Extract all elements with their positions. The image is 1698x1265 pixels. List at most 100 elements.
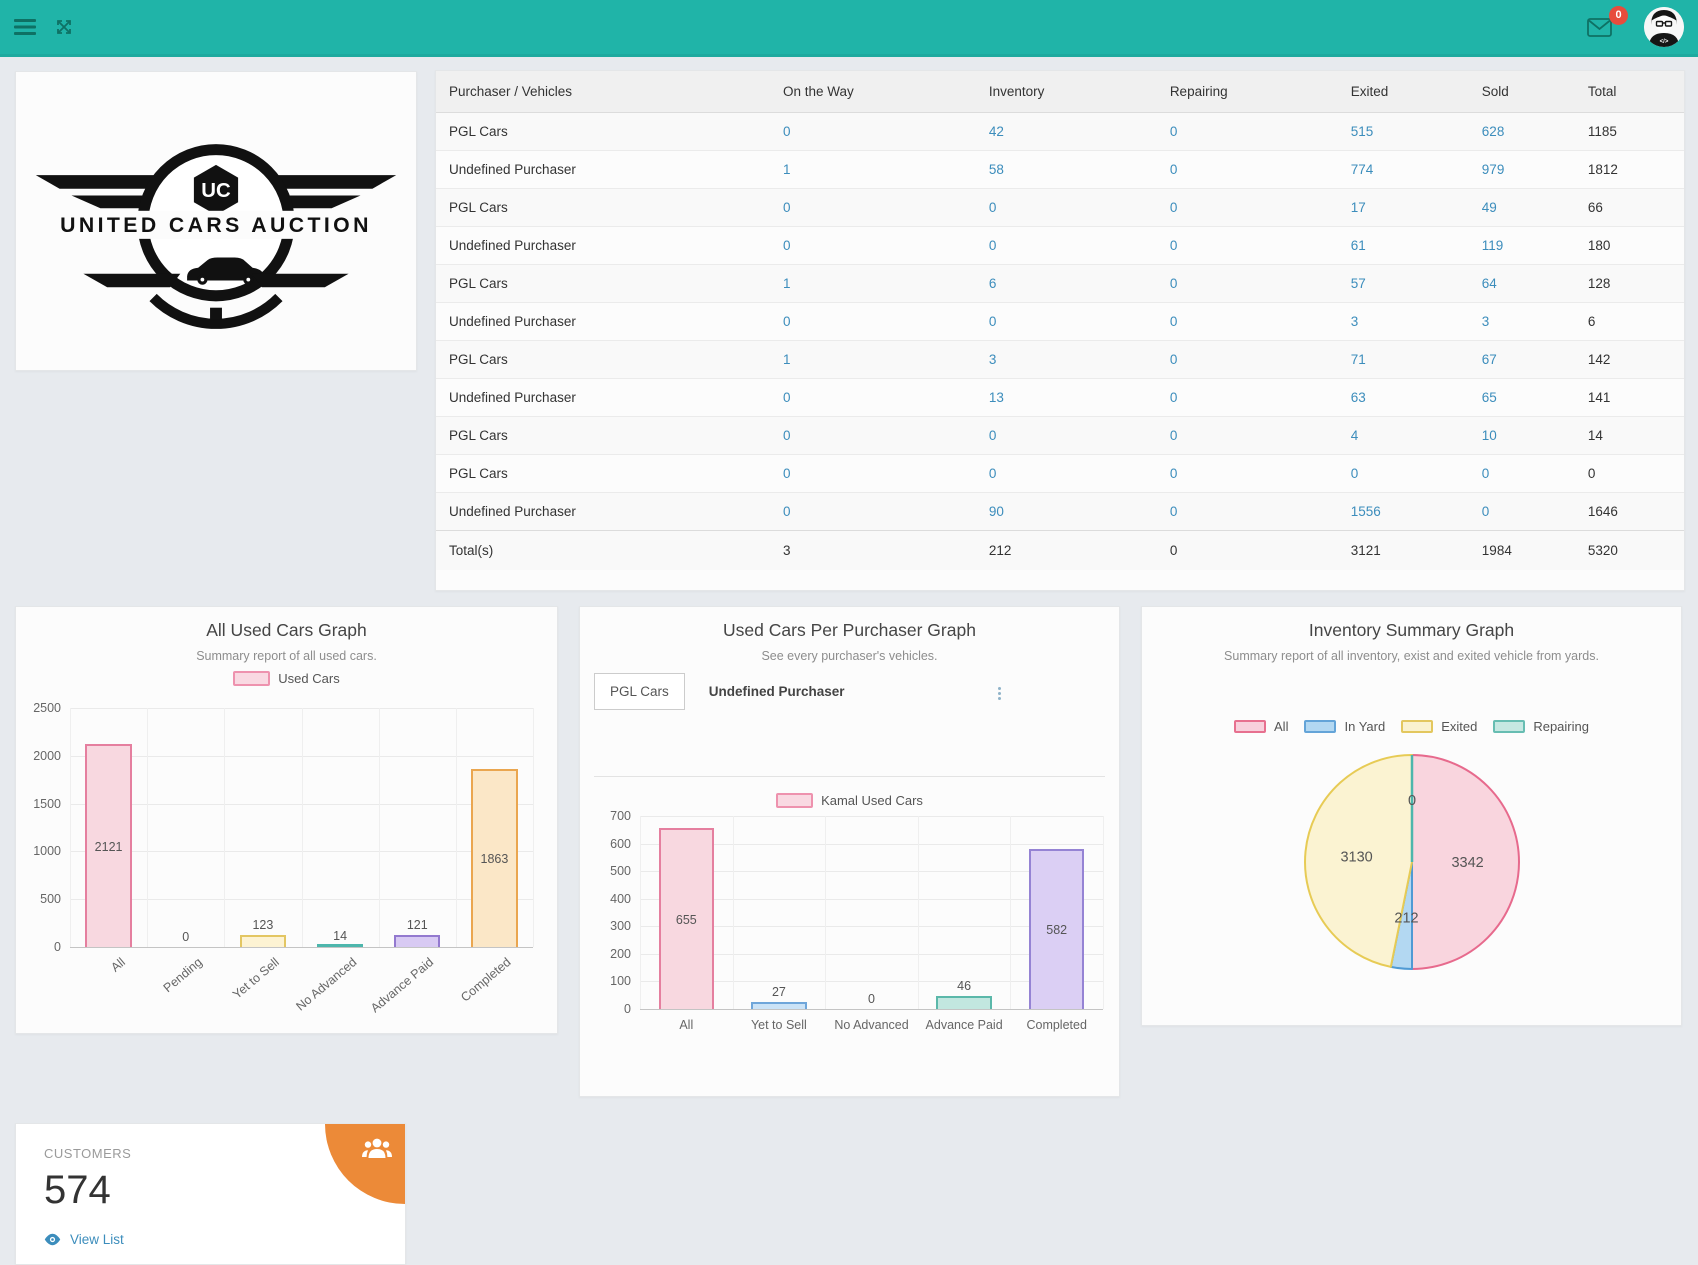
pie-value-label: 3342 bbox=[1451, 855, 1483, 871]
united-cars-auction-logo: UC UNITED CARS AUCTION bbox=[35, 144, 397, 329]
all-used-cars-panel: All Used Cars Graph Summary report of al… bbox=[15, 606, 558, 1034]
row-total: 6 bbox=[1577, 302, 1684, 341]
vehicle-count-link[interactable]: 515 bbox=[1350, 124, 1374, 139]
vehicle-count-link[interactable]: 0 bbox=[1169, 124, 1178, 139]
vehicle-count-link[interactable]: 0 bbox=[1169, 390, 1178, 405]
vehicle-count-link[interactable]: 90 bbox=[988, 504, 1004, 519]
all-used-cars-bar-chart: 0 500 1000 1500 2000 2500 2121 All 0 Pending 123 Ye… bbox=[33, 701, 534, 1015]
y-tick: 2500 bbox=[33, 701, 61, 715]
table-row: PGL Cars 0 0 0 17 49 66 bbox=[436, 188, 1684, 227]
vehicle-count-link[interactable]: 0 bbox=[782, 466, 791, 481]
vehicle-count-link[interactable]: 0 bbox=[1481, 466, 1490, 481]
vehicle-count-link[interactable]: 0 bbox=[1169, 276, 1178, 291]
vehicle-count-link[interactable]: 49 bbox=[1481, 200, 1497, 215]
vehicle-count-link[interactable]: 0 bbox=[1169, 504, 1178, 519]
vehicle-count-link[interactable]: 1 bbox=[782, 162, 791, 177]
vehicle-count-link[interactable]: 6 bbox=[988, 276, 997, 291]
bar-completed bbox=[471, 768, 518, 947]
top-navbar: 0 </> bbox=[0, 0, 1698, 57]
vehicle-count-link[interactable]: 0 bbox=[782, 238, 791, 253]
svg-text:</>: </> bbox=[1660, 39, 1669, 45]
vehicle-count-link[interactable]: 0 bbox=[1350, 466, 1359, 481]
vehicle-count-link[interactable]: 57 bbox=[1350, 276, 1366, 291]
vehicle-count-link[interactable]: 774 bbox=[1350, 162, 1374, 177]
gridline bbox=[640, 816, 1103, 817]
vehicle-count-link[interactable]: 0 bbox=[1169, 314, 1178, 329]
table-row: PGL Cars 1 6 0 57 64 128 bbox=[436, 264, 1684, 303]
vehicle-count-link[interactable]: 119 bbox=[1481, 238, 1504, 253]
vehicle-count-link[interactable]: 0 bbox=[988, 466, 997, 481]
vehicle-count-link[interactable]: 1556 bbox=[1350, 504, 1381, 519]
vehicle-count-link[interactable]: 64 bbox=[1481, 276, 1497, 291]
vehicle-count-link[interactable]: 0 bbox=[1481, 504, 1490, 519]
legend-item-in-yard: In Yard bbox=[1304, 719, 1385, 734]
hamburger-menu-icon[interactable] bbox=[14, 18, 36, 36]
bar-advance-paid bbox=[936, 996, 992, 1009]
x-tick: No Advanced bbox=[834, 1018, 909, 1032]
vehicle-count-link[interactable]: 3 bbox=[1481, 314, 1490, 329]
vehicle-count-link[interactable]: 0 bbox=[988, 200, 997, 215]
vehicle-count-link[interactable]: 13 bbox=[988, 390, 1004, 405]
vehicle-count-link[interactable]: 0 bbox=[782, 390, 791, 405]
table-row: PGL Cars 0 42 0 515 628 1185 bbox=[436, 112, 1684, 151]
chart-subtitle: Summary report of all used cars. bbox=[196, 649, 377, 663]
column-header-on-the-way: On the Way bbox=[772, 71, 979, 113]
vehicle-count-link[interactable]: 0 bbox=[988, 314, 997, 329]
vehicle-count-link[interactable]: 1 bbox=[782, 352, 791, 367]
x-tick: Pending bbox=[160, 955, 205, 996]
totals-value: 212 bbox=[978, 530, 1160, 570]
vehicle-count-link[interactable]: 61 bbox=[1350, 238, 1366, 253]
vehicle-count-link[interactable]: 0 bbox=[1169, 200, 1178, 215]
tab-pgl-cars[interactable]: PGL Cars bbox=[594, 672, 685, 710]
table-row: PGL Cars 0 0 0 4 10 14 bbox=[436, 416, 1684, 455]
vehicle-count-link[interactable]: 4 bbox=[1350, 428, 1359, 443]
legend-item-all: All bbox=[1234, 719, 1288, 734]
vehicle-count-link[interactable]: 0 bbox=[1169, 352, 1178, 367]
envelope-icon bbox=[1587, 17, 1612, 37]
vehicle-count-link[interactable]: 0 bbox=[1169, 428, 1178, 443]
vehicle-count-link[interactable]: 10 bbox=[1481, 428, 1497, 443]
vehicle-count-link[interactable]: 3 bbox=[988, 352, 997, 367]
vehicle-count-link[interactable]: 63 bbox=[1350, 390, 1366, 405]
legend-label: Kamal Used Cars bbox=[821, 793, 923, 808]
vehicle-count-link[interactable]: 0 bbox=[782, 428, 791, 443]
purchaser-name: Undefined Purchaser bbox=[436, 150, 773, 189]
pie-value-label: 212 bbox=[1394, 910, 1418, 926]
row-total: 128 bbox=[1577, 264, 1684, 303]
vehicle-count-link[interactable]: 17 bbox=[1350, 200, 1366, 215]
vehicle-count-link[interactable]: 0 bbox=[988, 238, 997, 253]
vehicle-count-link[interactable]: 0 bbox=[782, 314, 791, 329]
column-header-repairing: Repairing bbox=[1159, 71, 1341, 113]
vehicle-count-link[interactable]: 0 bbox=[1169, 162, 1178, 177]
vehicle-count-link[interactable]: 979 bbox=[1481, 162, 1505, 177]
bar-value-label: 14 bbox=[333, 928, 348, 943]
avatar[interactable]: </> bbox=[1644, 7, 1684, 47]
column-header-exited: Exited bbox=[1340, 71, 1472, 113]
vehicle-count-link[interactable]: 0 bbox=[988, 428, 997, 443]
view-list-link[interactable]: View List bbox=[44, 1232, 124, 1247]
vehicle-count-link[interactable]: 65 bbox=[1481, 390, 1497, 405]
vehicle-count-link[interactable]: 67 bbox=[1481, 352, 1497, 367]
logo-text: UNITED CARS AUCTION bbox=[60, 213, 372, 237]
vehicle-count-link[interactable]: 0 bbox=[782, 504, 791, 519]
vehicle-count-link[interactable]: 3 bbox=[1350, 314, 1359, 329]
tab-undefined-purchaser[interactable]: Undefined Purchaser bbox=[708, 683, 845, 699]
vehicle-count-link[interactable]: 0 bbox=[1169, 466, 1178, 481]
vehicle-count-link[interactable]: 1 bbox=[782, 276, 791, 291]
vehicle-count-link[interactable]: 0 bbox=[1169, 238, 1178, 253]
vehicle-count-link[interactable]: 628 bbox=[1481, 124, 1505, 139]
chart-title: Used Cars Per Purchaser Graph bbox=[723, 620, 976, 640]
bar-completed bbox=[1028, 848, 1085, 1009]
purchaser-used-cars-bar-chart: 0 100 200 300 400 500 600 700 655 All 27 Yet to Sel… bbox=[610, 809, 1104, 1032]
vehicle-count-link[interactable]: 71 bbox=[1350, 352, 1366, 367]
table-row: Undefined Purchaser 0 0 0 61 119 180 bbox=[436, 226, 1684, 265]
messages-button[interactable]: 0 bbox=[1587, 5, 1628, 37]
gridline bbox=[70, 708, 71, 947]
vehicle-count-link[interactable]: 0 bbox=[782, 124, 791, 139]
vehicle-count-link[interactable]: 42 bbox=[988, 124, 1004, 139]
vehicle-count-link[interactable]: 0 bbox=[782, 200, 791, 215]
fullscreen-icon[interactable] bbox=[54, 17, 74, 37]
options-kebab-icon[interactable] bbox=[994, 685, 1004, 702]
vehicle-count-link[interactable]: 58 bbox=[988, 162, 1004, 177]
purchaser-name: PGL Cars bbox=[436, 188, 773, 227]
